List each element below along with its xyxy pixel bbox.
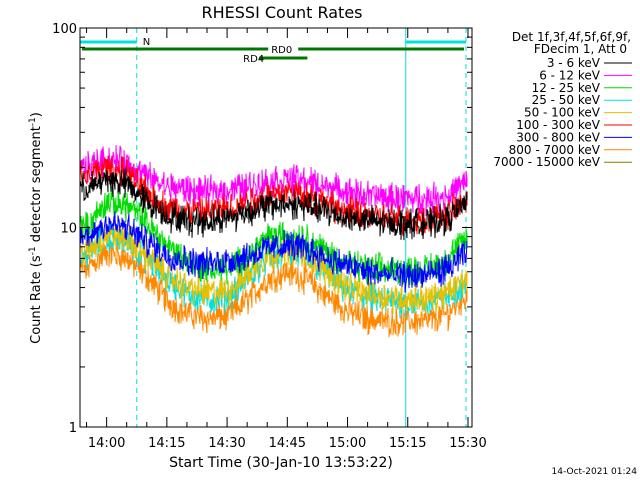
legend-label: 7000 - 15000 keV bbox=[493, 155, 600, 169]
series-line bbox=[80, 186, 468, 286]
x-tick-label: 15:00 bbox=[329, 436, 366, 451]
legend-label: 3 - 6 keV bbox=[547, 56, 601, 70]
y-tick-label: 10 bbox=[60, 222, 77, 237]
x-axis-label: Start Time (30-Jan-10 13:53:22) bbox=[169, 455, 393, 471]
legend-label: 100 - 300 keV bbox=[516, 118, 600, 132]
x-tick-label: 14:00 bbox=[88, 436, 125, 451]
y-axis-label: Count Rate (s-1 detector segment-1) bbox=[28, 112, 44, 344]
legend-label: 12 - 25 keV bbox=[532, 81, 601, 95]
series-line bbox=[80, 221, 468, 315]
series-line bbox=[80, 211, 468, 293]
date-stamp: 14-Oct-2021 01:24 bbox=[552, 467, 638, 477]
flag-label-rd0: RD0 bbox=[271, 45, 292, 56]
legend-label: 6 - 12 keV bbox=[539, 68, 601, 82]
series-line bbox=[80, 167, 468, 241]
x-tick-label: 15:30 bbox=[449, 436, 486, 451]
flag-label-rd4: RD4 bbox=[243, 54, 264, 65]
legend: Det 1f,3f,4f,5f,6f,9f, FDecim 1, Att 0 3… bbox=[493, 30, 632, 169]
y-tick-label: 1 bbox=[69, 421, 77, 436]
x-tick-label: 14:30 bbox=[208, 436, 245, 451]
legend-label: 50 - 100 keV bbox=[524, 106, 601, 120]
x-axis: 14:00 14:15 14:30 14:45 15:00 15:15 15:30 bbox=[86, 28, 487, 451]
y-tick-label: 100 bbox=[52, 22, 77, 37]
x-tick-label: 14:15 bbox=[148, 436, 185, 451]
legend-label: 300 - 800 keV bbox=[516, 130, 600, 144]
legend-label: 800 - 7000 keV bbox=[509, 143, 601, 157]
x-tick-label: 15:15 bbox=[389, 436, 426, 451]
series-line bbox=[80, 155, 468, 236]
y-axis: 1 10 100 bbox=[52, 22, 472, 436]
x-tick-label: 14:45 bbox=[269, 436, 306, 451]
flag-label-n: N bbox=[143, 37, 150, 48]
legend-label: 25 - 50 keV bbox=[532, 93, 601, 107]
legend-header-line-1: Det 1f,3f,4f,5f,6f,9f, bbox=[512, 30, 631, 44]
flag-label-bg bbox=[268, 44, 299, 54]
legend-header-line-2: FDecim 1, Att 0 bbox=[534, 42, 627, 56]
chart-title: RHESSI Count Rates bbox=[202, 3, 363, 22]
